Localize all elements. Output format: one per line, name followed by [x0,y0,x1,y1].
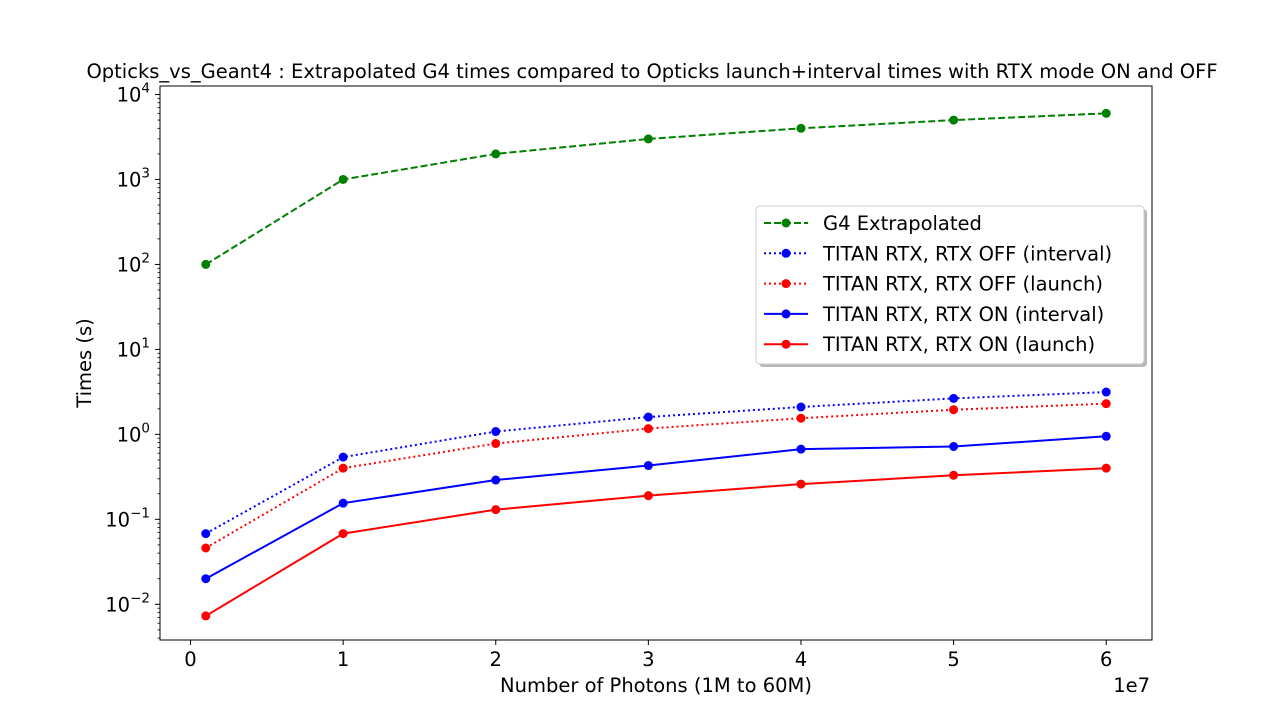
series-4 [201,431,1111,584]
legend-entry: G4 Extrapolated [764,212,982,235]
data-point [796,444,806,454]
legend: G4 Extrapolated TITAN RTX, RTX OFF (inter… [755,205,1147,367]
x-tick-label: 4 [795,648,807,671]
series-1 [201,108,1111,269]
series-line [205,402,1107,549]
y-tick-label: 103 [117,165,150,191]
legend-label: G4 Extrapolated [823,212,982,235]
data-point [643,424,653,434]
data-point [338,174,348,184]
data-point [1101,399,1111,409]
data-point [491,427,501,437]
x-axis-label: Number of Photons (1M to 60M) [500,674,812,697]
x-tick-label: 1 [337,648,349,671]
data-point [643,461,653,471]
data-point [949,470,959,480]
data-point [491,439,501,449]
data-point [949,393,959,403]
legend-label: TITAN RTX, RTX ON (interval) [822,303,1104,326]
data-point [949,441,959,451]
series-3 [201,399,1111,553]
data-point [491,505,501,515]
x-tick-label: 3 [642,648,654,671]
legend-label: TITAN RTX, RTX ON (launch) [822,333,1095,356]
series-5 [201,463,1111,621]
data-point [201,529,211,539]
data-point [796,402,806,412]
axes: 0 1 2 3 4 5 6 10−2 10−1 100 101 102 103 104 [105,80,1112,671]
x-tick-label: 5 [947,648,959,671]
data-point [491,149,501,159]
y-axis-label: Times (s) [73,318,96,408]
data-point [338,498,348,508]
x-tick-label: 0 [184,648,196,671]
data-point [796,479,806,489]
legend-label: TITAN RTX, RTX OFF (interval) [822,242,1112,265]
data-point [643,412,653,422]
y-tick-label: 10−2 [105,590,150,616]
data-point [1101,431,1111,441]
data-point [1101,108,1111,118]
x-tick-label: 2 [490,648,502,671]
data-point [949,405,959,415]
data-point [643,134,653,144]
legend-marker [781,248,791,258]
y-tick-label: 104 [117,80,150,106]
series-2 [201,387,1111,539]
legend-label: TITAN RTX, RTX OFF (launch) [822,273,1103,296]
data-point [201,259,211,269]
x-tick-label: 6 [1100,648,1112,671]
legend-marker [781,309,791,319]
data-point [491,475,501,485]
data-point [338,463,348,473]
y-tick-label: 10−1 [105,505,150,531]
y-tick-label: 102 [117,250,150,276]
legend-marker [781,279,791,289]
chart-title: Opticks_vs_Geant4 : Extrapolated G4 time… [86,60,1217,83]
legend-entry: TITAN RTX, RTX OFF (launch) [764,273,1103,296]
plot-frame [159,85,1153,641]
data-point [1101,463,1111,473]
data-point [796,123,806,133]
y-tick-label: 101 [117,335,150,361]
data-point [1101,387,1111,397]
legend-box [755,205,1145,365]
legend-marker [781,218,791,228]
data-point [201,543,211,553]
data-point [201,574,211,584]
data-point [338,452,348,462]
x-axis-offset-label: 1e7 [1113,674,1150,697]
data-point [949,115,959,125]
data-point [796,413,806,423]
legend-entry: TITAN RTX, RTX ON (interval) [764,303,1104,326]
series-line [205,467,1107,617]
data-point [201,611,211,621]
data-series [201,108,1111,621]
series-line [205,391,1107,535]
y-tick-label: 100 [117,420,150,446]
data-point [338,529,348,539]
legend-marker [781,339,791,349]
data-point [643,491,653,501]
legend-entry: TITAN RTX, RTX ON (launch) [764,333,1095,356]
legend-entry: TITAN RTX, RTX OFF (interval) [764,242,1112,265]
